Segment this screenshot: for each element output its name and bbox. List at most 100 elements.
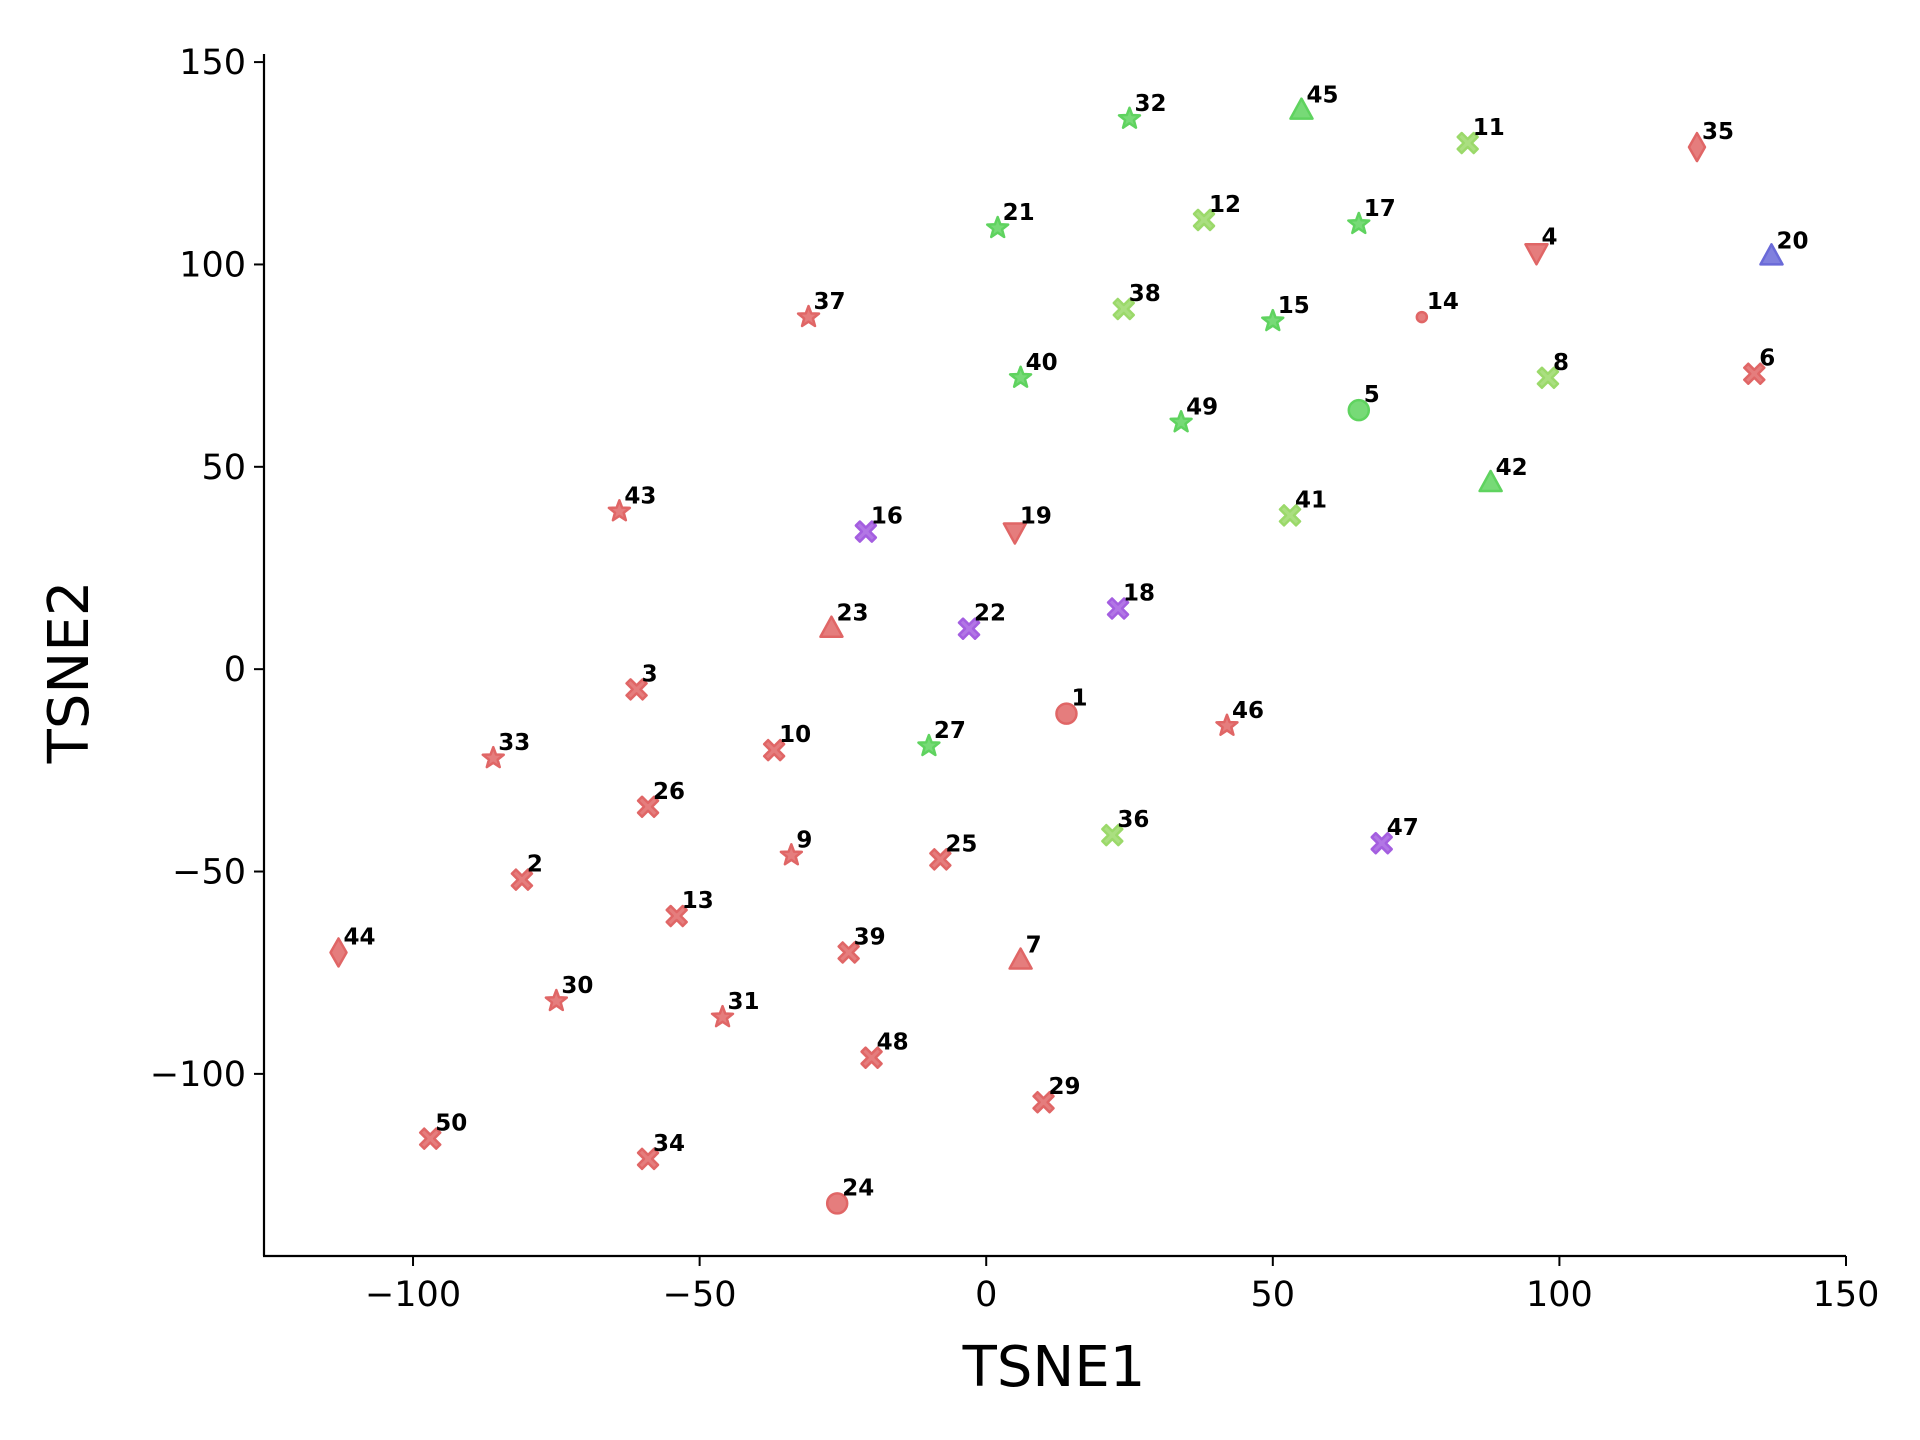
x-tick-label: 100 <box>1526 1275 1593 1315</box>
point-22-marker <box>957 617 981 640</box>
point-23-marker <box>819 615 844 638</box>
y-tick-label: −100 <box>150 1055 246 1095</box>
point-35-label: 35 <box>1702 119 1734 145</box>
point-46-marker <box>1215 713 1239 736</box>
point-4-marker <box>1524 243 1549 266</box>
point-17-marker <box>1347 211 1371 235</box>
point-29-label: 29 <box>1049 1074 1081 1100</box>
point-5-label: 5 <box>1364 382 1380 408</box>
point-41-label: 41 <box>1295 487 1327 513</box>
point-38-label: 38 <box>1129 281 1161 307</box>
point-2-label: 2 <box>527 852 543 878</box>
y-ticks: −100 −50 0 50 100 150 <box>150 43 264 1095</box>
point-44-marker <box>329 937 348 968</box>
x-axis-title: TSNE1 <box>962 1335 1146 1400</box>
point-37-marker <box>796 304 821 328</box>
plot-area: 1234567891011121314151617181920212223242… <box>329 83 1809 1215</box>
point-49-label: 49 <box>1186 394 1218 420</box>
point-34-label: 34 <box>653 1131 685 1157</box>
point-12-label: 12 <box>1209 192 1241 218</box>
point-13-label: 13 <box>682 888 714 914</box>
point-9-marker <box>779 843 804 866</box>
point-8-marker <box>1536 366 1560 390</box>
point-18-label: 18 <box>1123 580 1155 606</box>
point-14-label: 14 <box>1427 289 1459 315</box>
point-26-label: 26 <box>653 779 685 805</box>
point-38-marker <box>1112 297 1136 321</box>
point-39-label: 39 <box>854 924 886 950</box>
point-15-marker <box>1261 308 1285 332</box>
point-29-marker <box>1032 1090 1055 1114</box>
y-tick-label: −50 <box>172 853 246 893</box>
point-33-label: 33 <box>498 730 530 756</box>
point-39-marker <box>837 941 860 964</box>
point-14-marker <box>1415 310 1429 324</box>
point-48-label: 48 <box>877 1030 909 1056</box>
y-tick-label: 0 <box>224 650 246 690</box>
point-40-label: 40 <box>1026 350 1058 376</box>
point-26-marker <box>636 795 660 819</box>
point-1-label: 1 <box>1071 686 1087 712</box>
point-7-marker <box>1008 947 1033 970</box>
point-32-label: 32 <box>1135 91 1167 117</box>
point-15-label: 15 <box>1278 293 1310 319</box>
point-48-marker <box>860 1046 883 1069</box>
y-axis-title: TSNE2 <box>37 581 102 765</box>
point-5-marker <box>1347 398 1371 422</box>
point-19-label: 19 <box>1020 504 1052 530</box>
point-6-marker <box>1743 362 1766 385</box>
point-47-label: 47 <box>1387 815 1419 841</box>
point-3-label: 3 <box>642 661 658 687</box>
point-43-label: 43 <box>624 483 656 509</box>
point-50-marker <box>418 1127 442 1150</box>
point-35-marker <box>1687 131 1707 163</box>
point-19-marker <box>1002 522 1028 545</box>
point-45-label: 45 <box>1306 83 1338 109</box>
point-8-label: 8 <box>1553 350 1569 376</box>
y-tick-label: 50 <box>201 448 246 488</box>
point-34-marker <box>636 1147 660 1171</box>
point-43-marker <box>607 499 632 522</box>
x-tick-label: −100 <box>365 1275 461 1315</box>
point-25-marker <box>929 848 952 871</box>
point-44-label: 44 <box>344 924 376 950</box>
point-11-label: 11 <box>1473 115 1505 141</box>
point-27-label: 27 <box>934 718 966 744</box>
point-6-label: 6 <box>1759 346 1775 372</box>
point-45-marker <box>1289 97 1314 120</box>
point-42-label: 42 <box>1496 455 1528 481</box>
point-42-marker <box>1478 469 1503 493</box>
point-31-label: 31 <box>728 989 760 1015</box>
point-27-marker <box>917 733 941 757</box>
point-50-label: 50 <box>435 1111 467 1137</box>
point-20-label: 20 <box>1776 228 1808 254</box>
point-31-marker <box>710 1004 735 1028</box>
y-tick-label: 100 <box>179 245 246 285</box>
x-tick-label: −50 <box>663 1275 737 1315</box>
point-49-marker <box>1169 410 1193 433</box>
x-tick-label: 50 <box>1251 1275 1296 1315</box>
point-36-label: 36 <box>1117 807 1149 833</box>
x-ticks: −100 −50 0 50 100 150 <box>365 1256 1879 1315</box>
point-37-label: 37 <box>814 289 846 315</box>
point-30-marker <box>544 988 569 1012</box>
point-3-marker <box>625 678 648 701</box>
point-21-label: 21 <box>1003 200 1035 226</box>
point-30-label: 30 <box>561 973 593 999</box>
point-40-marker <box>1008 365 1033 388</box>
point-33-marker <box>481 745 505 769</box>
point-47-marker <box>1370 831 1393 855</box>
point-1-marker <box>1055 702 1078 725</box>
point-18-marker <box>1106 597 1130 620</box>
point-10-label: 10 <box>779 722 811 748</box>
point-25-label: 25 <box>945 831 977 857</box>
point-16-marker <box>854 520 878 543</box>
point-10-marker <box>762 738 786 762</box>
y-tick-label: 150 <box>179 43 246 83</box>
point-11-marker <box>1456 131 1479 155</box>
point-16-label: 16 <box>871 504 903 530</box>
point-2-marker <box>510 868 534 891</box>
point-24-label: 24 <box>842 1175 874 1201</box>
point-24-marker <box>825 1192 849 1215</box>
